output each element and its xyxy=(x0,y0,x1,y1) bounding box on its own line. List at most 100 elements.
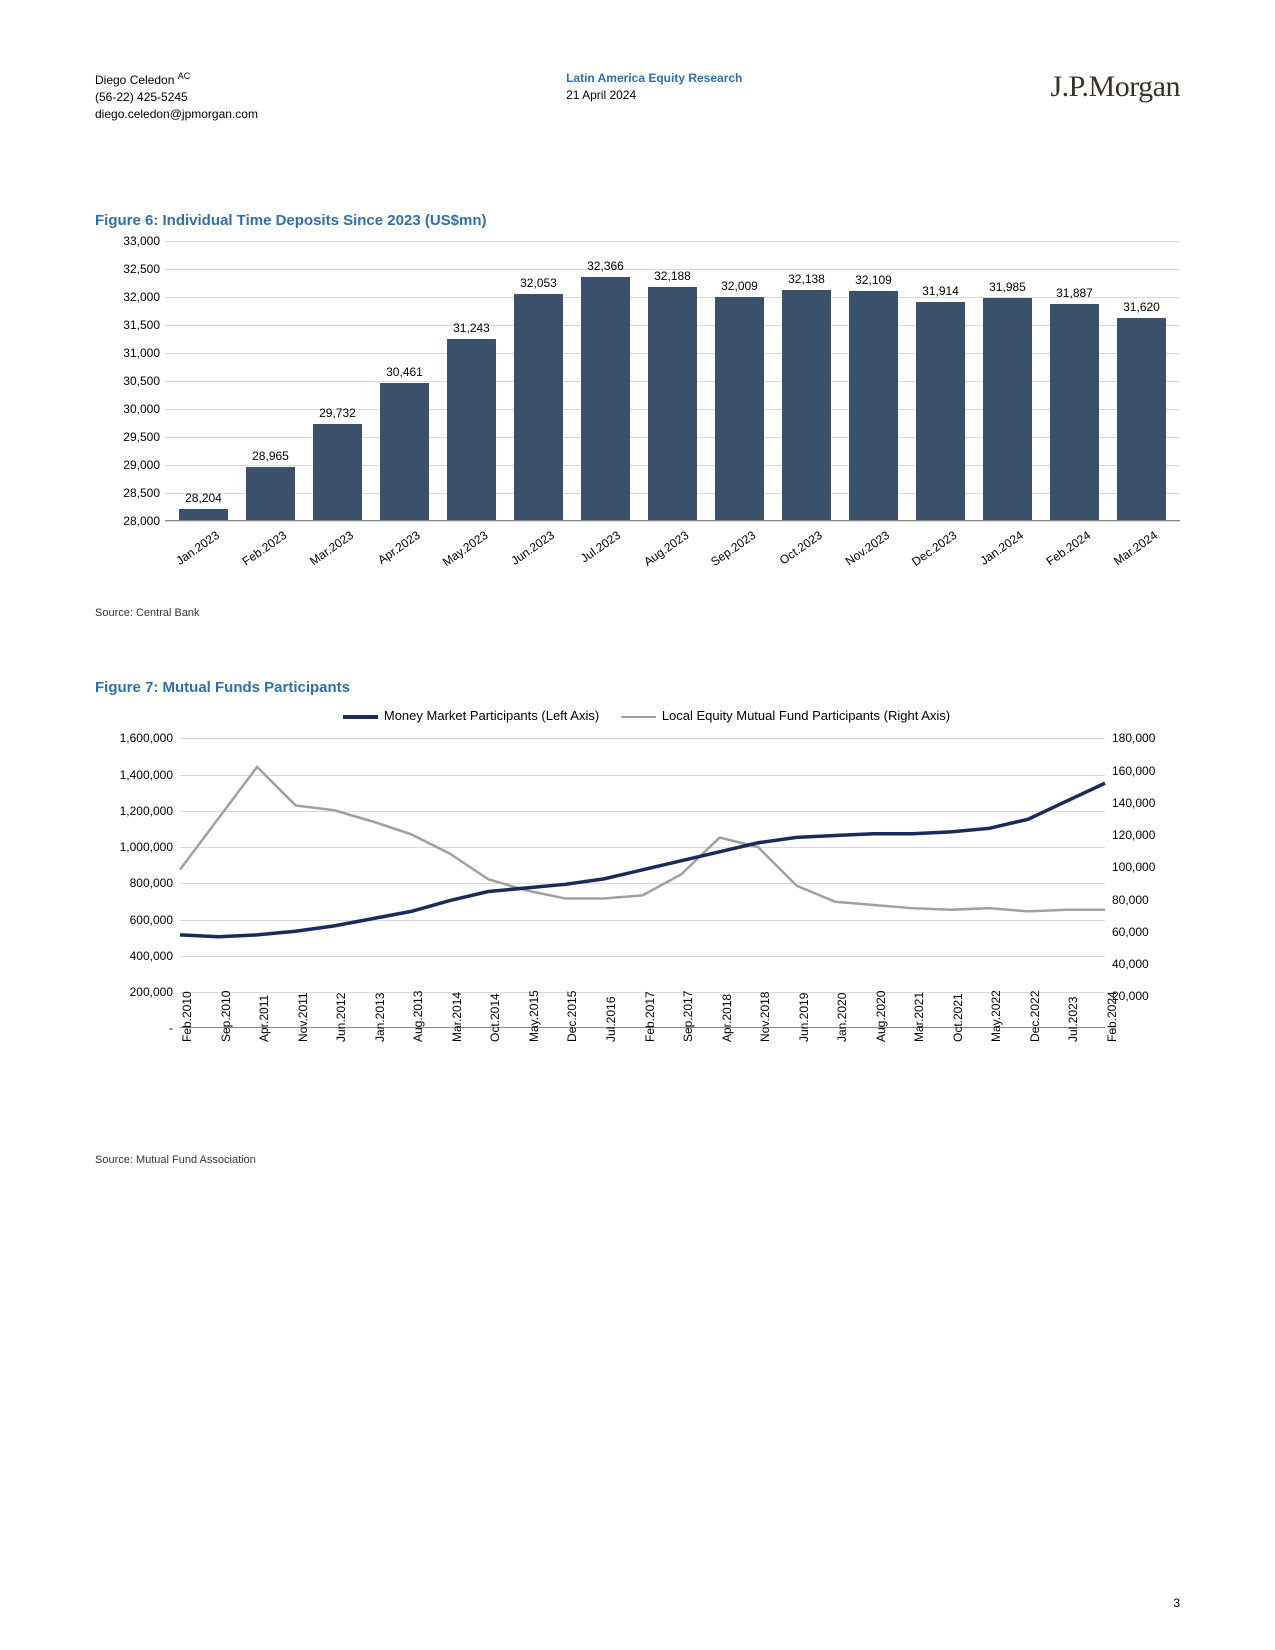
bar-wrap: 32,053Jun.2023 xyxy=(505,241,572,520)
bar-value-label: 32,109 xyxy=(855,273,892,287)
y-tick-label-right: - xyxy=(1112,1021,1180,1035)
figure-7-title: Figure 7: Mutual Funds Participants xyxy=(95,679,1180,696)
report-date: 21 April 2024 xyxy=(566,87,742,104)
figure-7: Figure 7: Mutual Funds Participants Mone… xyxy=(95,679,1180,1166)
x-tick-label: Mar.2014 xyxy=(450,992,464,1042)
bar-value-label: 31,620 xyxy=(1123,300,1160,314)
bar-value-label: 31,887 xyxy=(1056,286,1093,300)
gridline xyxy=(165,521,1180,522)
y-tick-label-right: 60,000 xyxy=(1112,925,1180,939)
y-tick-label-right: 140,000 xyxy=(1112,796,1180,810)
bar-value-label: 30,461 xyxy=(386,365,423,379)
legend-label-0: Money Market Participants (Left Axis) xyxy=(384,708,599,723)
bar-wrap: 31,243May.2023 xyxy=(438,241,505,520)
line-series xyxy=(180,767,1105,912)
x-tick-label: Mar.2021 xyxy=(912,992,926,1042)
author-block: Diego Celedon AC (56-22) 425-5245 diego.… xyxy=(95,70,258,122)
bar-wrap: 31,985Jan.2024 xyxy=(974,241,1041,520)
figure-6-title: Figure 6: Individual Time Deposits Since… xyxy=(95,212,1180,229)
bar: 32,053 xyxy=(514,294,562,520)
y-tick-label-right: 80,000 xyxy=(1112,893,1180,907)
bar: 31,914 xyxy=(916,302,964,520)
bar-wrap: 30,461Apr.2023 xyxy=(371,241,438,520)
bar-value-label: 29,732 xyxy=(319,406,356,420)
y-tick-label: 30,500 xyxy=(105,374,160,388)
bar-wrap: 32,109Nov.2023 xyxy=(840,241,907,520)
bar: 31,985 xyxy=(983,298,1031,520)
x-tick-label: Nov.2023 xyxy=(842,528,891,568)
bar: 28,965 xyxy=(246,467,294,521)
y-tick-label: 32,500 xyxy=(105,262,160,276)
y-tick-label-left: 1,400,000 xyxy=(95,768,173,782)
x-tick-label: Jul.2023 xyxy=(577,528,622,565)
y-tick-label-left: 400,000 xyxy=(95,949,173,963)
x-tick-label: Oct.2023 xyxy=(776,528,824,567)
x-tick-label: Jan.2020 xyxy=(835,993,849,1042)
line-chart: Money Market Participants (Left Axis) Lo… xyxy=(95,708,1180,1138)
y-tick-label-right: 180,000 xyxy=(1112,731,1180,745)
y-tick-label: 31,500 xyxy=(105,318,160,332)
author-phone: (56-22) 425-5245 xyxy=(95,89,258,106)
bar-wrap: 31,914Dec.2023 xyxy=(907,241,974,520)
bar-value-label: 31,985 xyxy=(989,280,1026,294)
bar: 32,188 xyxy=(648,287,696,521)
line-series xyxy=(180,784,1105,938)
x-tick-label: Dec.2023 xyxy=(909,528,959,569)
bar-wrap: 32,366Jul.2023 xyxy=(572,241,639,520)
y-tick-label: 32,000 xyxy=(105,290,160,304)
x-tick-label: Aug.2023 xyxy=(641,528,691,569)
x-tick-label: Feb.2017 xyxy=(643,992,657,1043)
y-tick-label-right: 20,000 xyxy=(1112,989,1180,1003)
bar-chart: 28,204Jan.202328,965Feb.202329,732Mar.20… xyxy=(105,241,1180,591)
x-tick-label: Nov.2018 xyxy=(758,992,772,1042)
x-tick-label: Oct.2021 xyxy=(951,994,965,1043)
x-tick-label: Apr.2011 xyxy=(257,995,271,1042)
x-tick-label: Nov.2011 xyxy=(296,993,310,1043)
y-tick-label-right: 40,000 xyxy=(1112,957,1180,971)
bar-value-label: 31,243 xyxy=(453,321,490,335)
y-tick-label-right: 100,000 xyxy=(1112,860,1180,874)
x-tick-label: Apr.2023 xyxy=(375,528,422,567)
y-tick-label: 33,000 xyxy=(105,234,160,248)
bar-wrap: 31,887Feb.2024 xyxy=(1041,241,1108,520)
bar-value-label: 31,914 xyxy=(922,284,959,298)
y-tick-label: 29,000 xyxy=(105,458,160,472)
page-header: Diego Celedon AC (56-22) 425-5245 diego.… xyxy=(95,70,1180,122)
x-tick-label: Dec.2022 xyxy=(1028,991,1042,1042)
bar: 29,732 xyxy=(313,424,361,521)
bar: 32,109 xyxy=(849,291,897,520)
y-tick-label-right: 160,000 xyxy=(1112,764,1180,778)
x-tick-label: Jul.2016 xyxy=(604,997,618,1042)
x-tick-label: Jun.2012 xyxy=(334,993,348,1042)
y-tick-label-left: 800,000 xyxy=(95,876,173,890)
bar: 31,887 xyxy=(1050,304,1098,521)
dept-block: Latin America Equity Research 21 April 2… xyxy=(566,70,742,104)
bar-wrap: 32,188Aug.2023 xyxy=(639,241,706,520)
bar-wrap: 31,620Mar.2024 xyxy=(1108,241,1175,520)
author-email: diego.celedon@jpmorgan.com xyxy=(95,106,258,123)
x-tick-label: Aug.2020 xyxy=(874,991,888,1042)
x-tick-label: Jan.2024 xyxy=(977,528,1025,568)
y-tick-label: 30,000 xyxy=(105,402,160,416)
y-tick-label-right: 120,000 xyxy=(1112,828,1180,842)
x-tick-label: Feb.2023 xyxy=(239,528,289,569)
bar-wrap: 29,732Mar.2023 xyxy=(304,241,371,520)
bar: 32,138 xyxy=(782,290,830,521)
bar-value-label: 32,009 xyxy=(721,279,758,293)
y-tick-label: 28,000 xyxy=(105,514,160,528)
y-tick-label-left: 1,600,000 xyxy=(95,731,173,745)
x-tick-label: Aug.2013 xyxy=(411,991,425,1042)
legend-label-1: Local Equity Mutual Fund Participants (R… xyxy=(662,708,950,723)
bar-value-label: 32,053 xyxy=(520,276,557,290)
x-tick-label: Sep.2017 xyxy=(681,991,695,1042)
x-tick-label: Mar.2024 xyxy=(1111,528,1160,568)
bar-value-label: 28,204 xyxy=(185,491,222,505)
bar-value-label: 32,188 xyxy=(654,269,691,283)
y-tick-label-left: 600,000 xyxy=(95,913,173,927)
x-tick-label: Jan.2023 xyxy=(173,528,221,568)
x-tick-label: Oct.2014 xyxy=(488,994,502,1043)
legend: Money Market Participants (Left Axis) Lo… xyxy=(95,708,1180,723)
x-tick-label: Feb.2024 xyxy=(1043,528,1093,569)
bar: 31,243 xyxy=(447,339,495,520)
y-tick-label-left: 200,000 xyxy=(95,985,173,999)
